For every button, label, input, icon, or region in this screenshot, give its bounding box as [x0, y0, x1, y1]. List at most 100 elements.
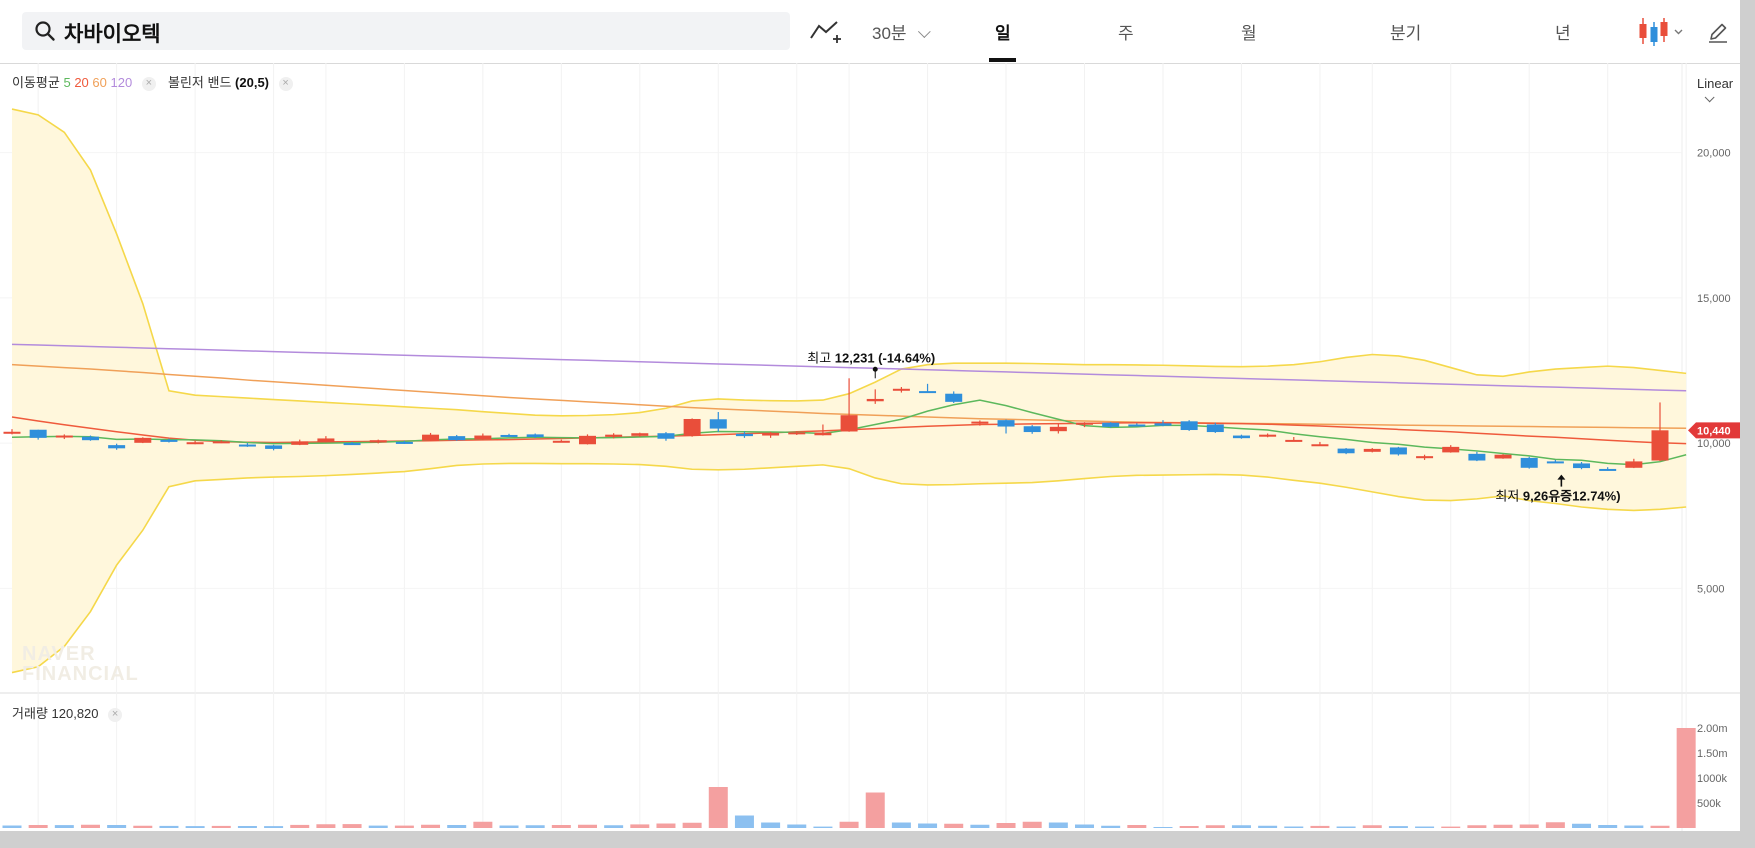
volume-bar — [368, 825, 388, 828]
volume-bar — [211, 825, 231, 828]
high-annotation: 최고 12,231 (-14.64%) — [807, 350, 935, 365]
candle — [1154, 420, 1172, 427]
candle-body — [526, 434, 544, 437]
volume-value: 120,820 — [51, 706, 99, 721]
candle — [81, 435, 99, 441]
volume-bar — [970, 824, 990, 828]
candle-body — [1259, 434, 1277, 437]
remove-ma-button[interactable]: × — [141, 76, 156, 91]
candle — [186, 440, 204, 445]
current-price-label: 10,440 — [1697, 425, 1731, 437]
candle — [1049, 423, 1067, 434]
candle — [1494, 454, 1512, 459]
tab-week[interactable]: 주 — [1118, 24, 1134, 43]
candle — [160, 438, 178, 443]
candle — [1625, 458, 1643, 469]
candle-body — [1363, 448, 1381, 452]
candle-body — [317, 438, 335, 443]
volume-bar — [761, 822, 781, 828]
candle — [605, 433, 623, 439]
search-box[interactable]: 차바이오텍 — [22, 12, 790, 50]
volume-bar — [787, 824, 807, 828]
tab-year[interactable]: 년 — [1555, 24, 1571, 43]
watermark: FINANCIAL — [22, 663, 139, 685]
remove-bb-button[interactable]: × — [278, 76, 293, 91]
candle — [317, 436, 335, 443]
interval-select[interactable]: 30분 — [872, 19, 931, 45]
candle — [1102, 422, 1120, 428]
candle-body — [735, 433, 753, 437]
candle — [631, 432, 649, 437]
remove-volume-button[interactable]: × — [108, 707, 123, 722]
candle — [1363, 448, 1381, 453]
volume-bar — [1467, 825, 1487, 828]
candle-body — [1076, 422, 1094, 425]
candle-body — [1180, 421, 1198, 431]
candle-body — [578, 435, 596, 445]
bollinger-band-fill — [12, 109, 1687, 673]
volume-bar — [499, 825, 519, 828]
volume-bar — [107, 825, 127, 828]
candle-body — [1232, 435, 1250, 439]
candle — [552, 439, 570, 443]
ma5-period: 5 — [63, 75, 71, 90]
candle — [1311, 441, 1329, 447]
volume-bar — [1415, 826, 1435, 828]
candle-body — [945, 393, 963, 402]
candle — [683, 418, 701, 437]
tab-month[interactable]: 월 — [1241, 24, 1257, 43]
candle — [448, 434, 466, 441]
volume-bar — [1336, 826, 1356, 828]
volume-bar — [264, 826, 284, 828]
candle — [422, 432, 440, 442]
candle-body — [212, 441, 230, 444]
candle-body — [683, 418, 701, 436]
candle-type-icon[interactable] — [1637, 16, 1685, 48]
ma-legend: 이동평균 5 20 60 120 × — [12, 72, 156, 91]
candle — [1076, 422, 1094, 428]
scale-select[interactable]: Linear — [1697, 76, 1740, 106]
search-icon — [35, 21, 55, 41]
volume-bar — [918, 823, 938, 828]
candle — [840, 378, 858, 432]
candle-body — [1468, 453, 1486, 461]
pencil-icon[interactable] — [1706, 20, 1730, 44]
candle-body — [788, 432, 806, 435]
volume-tick-label: 500k — [1697, 798, 1721, 810]
tab-quarter[interactable]: 분기 — [1390, 24, 1422, 43]
volume-legend: 거래량 120,820 × — [12, 703, 123, 722]
candle-body — [160, 439, 178, 442]
candle — [291, 439, 309, 446]
ma20-period: 20 — [74, 75, 89, 90]
volume-bar — [630, 824, 650, 828]
volume-bar — [839, 821, 859, 828]
price-tick-label: 15,000 — [1697, 293, 1731, 305]
price-tick-label: 20,000 — [1697, 148, 1731, 160]
bottom-gutter — [0, 831, 1755, 848]
candle — [971, 420, 989, 426]
x-tick-label: 3월 — [840, 830, 858, 831]
candle — [343, 441, 361, 446]
candle — [1468, 451, 1486, 462]
volume-bar — [813, 826, 833, 828]
chevron-down-icon — [1704, 92, 1715, 103]
candle — [945, 391, 963, 404]
candle — [265, 444, 283, 451]
volume-bar — [1572, 823, 1592, 828]
search-input[interactable]: 차바이오텍 — [64, 23, 161, 46]
low-annotation: 최저 9,26유증12.74%) — [1495, 489, 1620, 504]
candle-body — [265, 445, 283, 449]
volume-bar — [1075, 824, 1095, 828]
candle-body — [1023, 426, 1041, 433]
volume-bar — [1388, 826, 1408, 828]
volume-bar — [28, 825, 48, 828]
watermark: NAVER — [22, 643, 96, 665]
current-price-tag — [1688, 422, 1740, 439]
tab-day[interactable]: 일 — [995, 24, 1011, 43]
candle — [1599, 467, 1617, 471]
candle-body — [291, 441, 309, 445]
ma120-period: 120 — [110, 75, 133, 90]
candle-body — [709, 419, 727, 429]
draw-line-icon[interactable] — [809, 18, 841, 44]
